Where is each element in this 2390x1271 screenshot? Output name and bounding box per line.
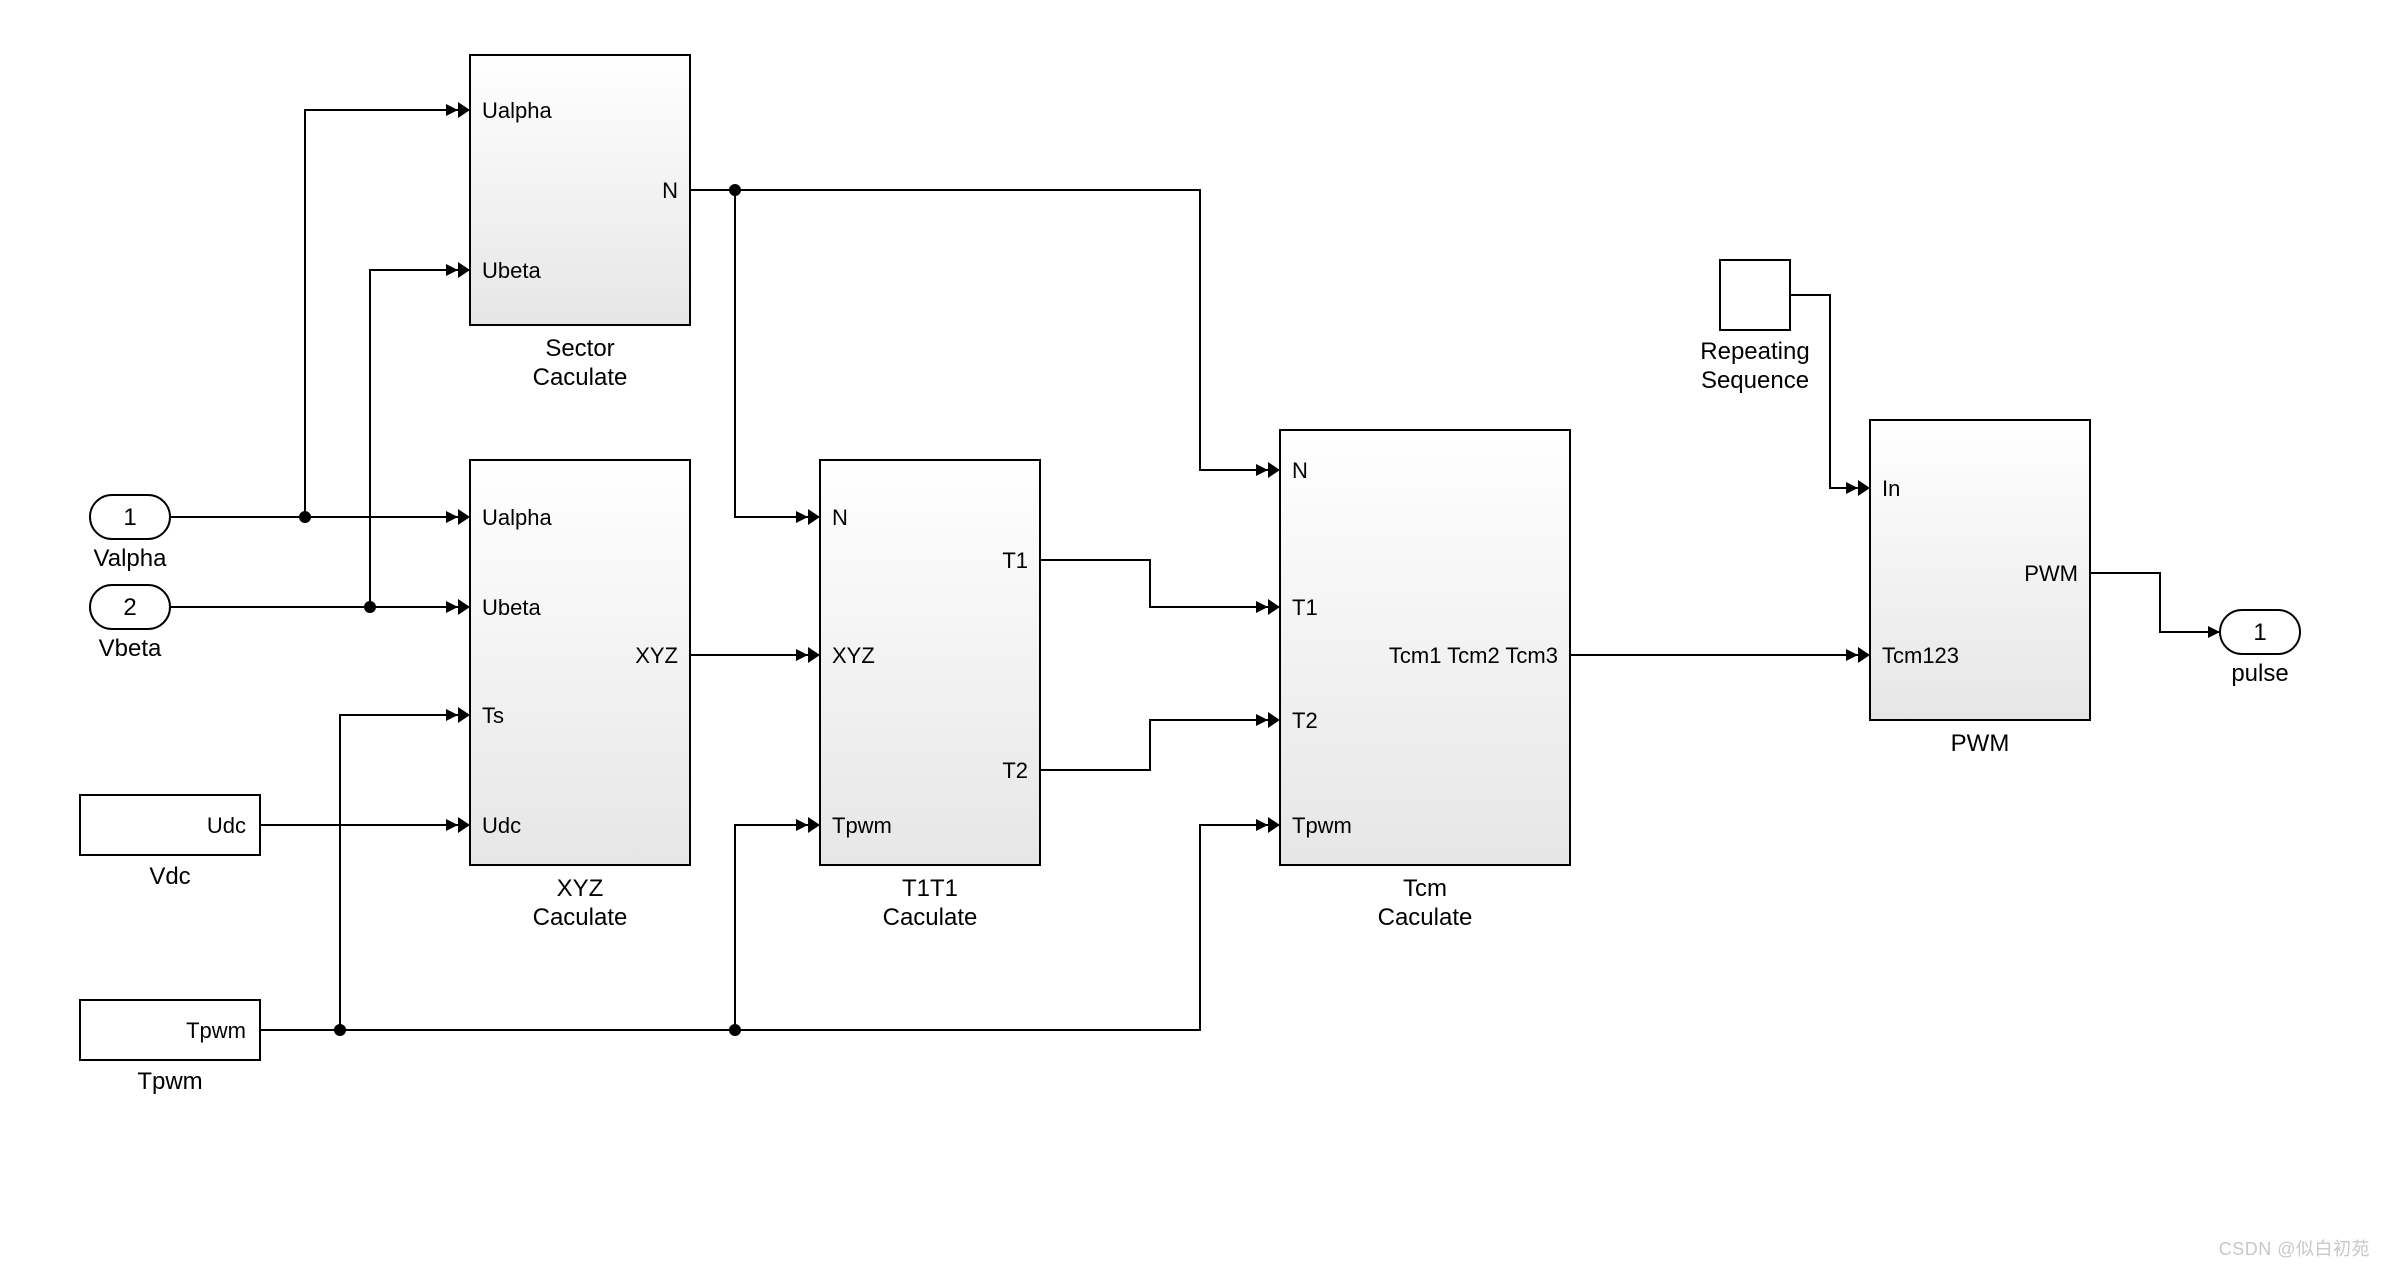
label-tcm: Tcm Caculate <box>1275 875 1575 933</box>
svg-text:Udc: Udc <box>207 813 246 838</box>
label-valpha: Valpha <box>0 545 280 574</box>
label-xyz: XYZ Caculate <box>430 875 730 933</box>
svg-text:PWM: PWM <box>2024 561 2078 586</box>
svg-text:Ubeta: Ubeta <box>482 595 541 620</box>
svg-text:Ts: Ts <box>482 703 504 728</box>
svg-text:N: N <box>832 505 848 530</box>
svg-text:T2: T2 <box>1292 708 1318 733</box>
svg-text:Ualpha: Ualpha <box>482 505 552 530</box>
svg-text:1: 1 <box>123 504 136 531</box>
svg-text:Ubeta: Ubeta <box>482 258 541 283</box>
label-vbeta: Vbeta <box>0 635 280 664</box>
simulink-diagram: Ualpha Ubeta N Ualpha Ubeta Ts Udc XYZ N XYZ Tpwm T… <box>0 0 2390 1271</box>
label-t1t1: T1T1 Caculate <box>780 875 1080 933</box>
label-vdc: Vdc <box>20 863 320 892</box>
svg-text:N: N <box>1292 458 1308 483</box>
svg-text:In: In <box>1882 476 1900 501</box>
svg-text:T1: T1 <box>1002 548 1028 573</box>
svg-text:Tpwm: Tpwm <box>832 813 892 838</box>
svg-text:N: N <box>662 178 678 203</box>
label-pulse: pulse <box>2110 660 2390 689</box>
watermark: CSDN @似白初苑 <box>2219 1235 2370 1261</box>
label-seq: Repeating Sequence <box>1605 338 1905 396</box>
svg-text:Ualpha: Ualpha <box>482 98 552 123</box>
svg-text:XYZ: XYZ <box>635 643 678 668</box>
label-pwm: PWM <box>1830 730 2130 759</box>
svg-text:Udc: Udc <box>482 813 521 838</box>
svg-text:Tpwm: Tpwm <box>1292 813 1352 838</box>
svg-text:Tcm1 Tcm2 Tcm3: Tcm1 Tcm2 Tcm3 <box>1389 643 1558 668</box>
svg-text:T1: T1 <box>1292 595 1318 620</box>
label-sector: Sector Caculate <box>430 335 730 393</box>
label-tpwm: Tpwm <box>20 1068 320 1097</box>
svg-text:XYZ: XYZ <box>832 643 875 668</box>
svg-text:1: 1 <box>2253 619 2266 646</box>
svg-text:Tcm123: Tcm123 <box>1882 643 1959 668</box>
svg-text:T2: T2 <box>1002 758 1028 783</box>
svg-text:Tpwm: Tpwm <box>186 1018 246 1043</box>
svg-text:2: 2 <box>123 594 136 621</box>
